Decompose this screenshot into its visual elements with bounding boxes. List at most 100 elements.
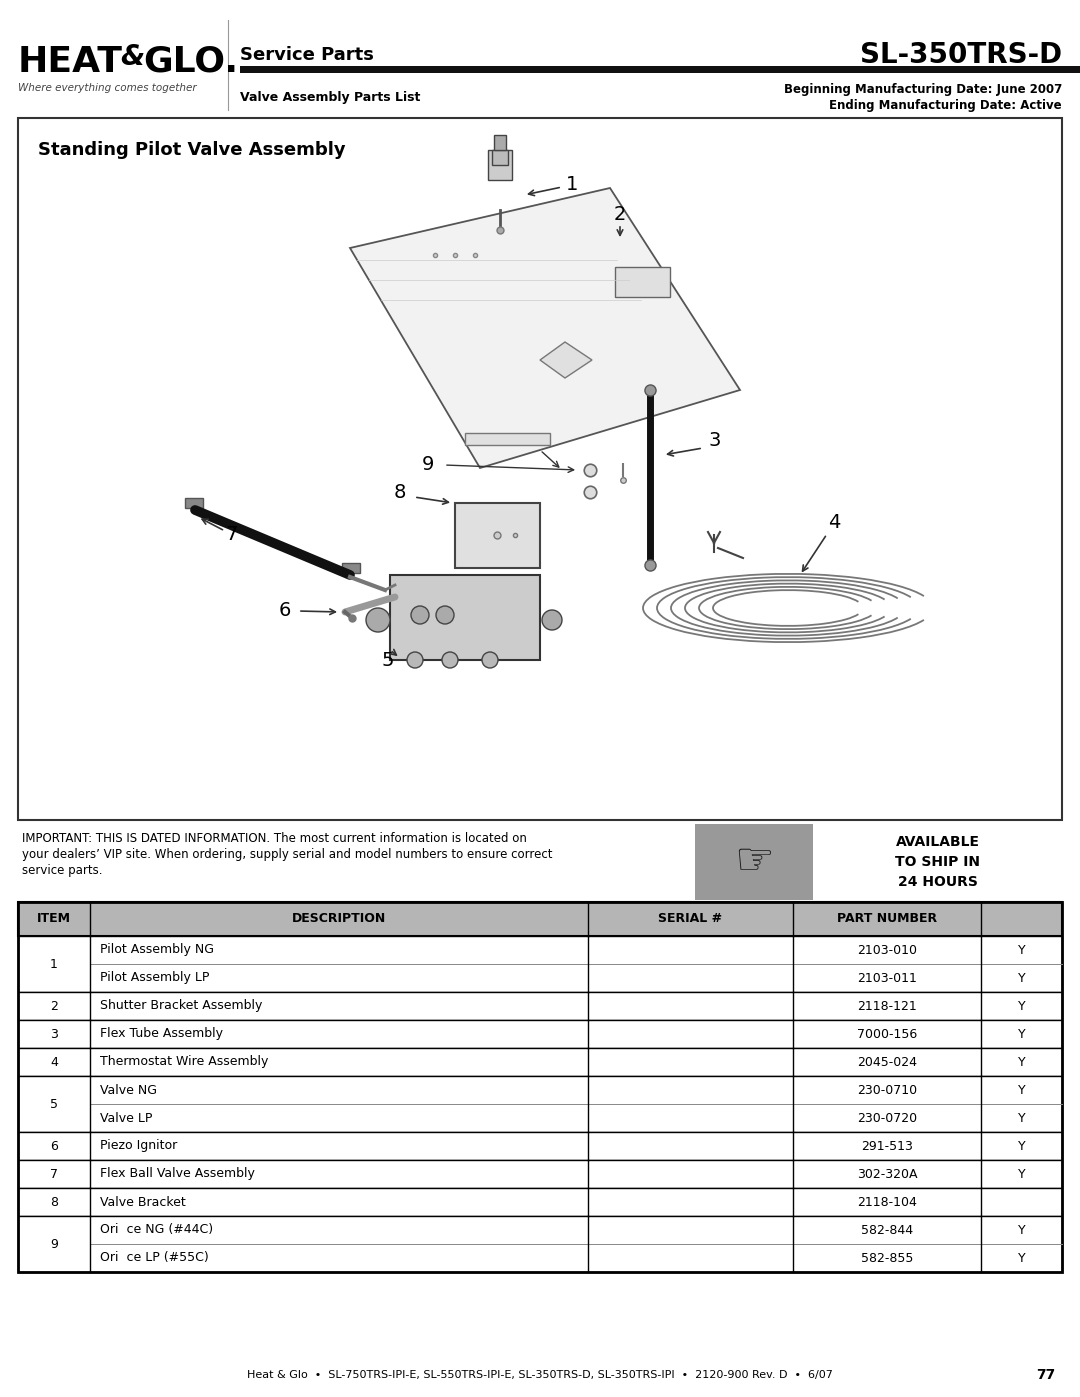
- Bar: [342, 563, 360, 573]
- Text: Heat & Glo  •  SL-750TRS-IPI-E, SL-550TRS-IPI-E, SL-350TRS-D, SL-350TRS-IPI  •  : Heat & Glo • SL-750TRS-IPI-E, SL-550TRS-…: [247, 1370, 833, 1380]
- Text: Y: Y: [1017, 1056, 1025, 1069]
- Bar: [18, 1187, 1062, 1215]
- Text: 2045-024: 2045-024: [858, 1056, 917, 1069]
- Text: 9: 9: [50, 1238, 58, 1250]
- Text: Ending Manufacturing Date: Active: Ending Manufacturing Date: Active: [829, 99, 1062, 113]
- Text: SL-350TRS-D: SL-350TRS-D: [860, 41, 1062, 68]
- Text: Y: Y: [1017, 1224, 1025, 1236]
- Bar: [18, 1160, 1062, 1187]
- Bar: [465, 433, 550, 446]
- Text: Y: Y: [1017, 999, 1025, 1013]
- Bar: [615, 267, 670, 298]
- Text: Y: Y: [1017, 1084, 1025, 1097]
- Text: Y: Y: [1017, 1140, 1025, 1153]
- Circle shape: [411, 606, 429, 624]
- Bar: [492, 149, 508, 165]
- Text: HEAT: HEAT: [18, 45, 123, 80]
- Bar: [494, 136, 507, 149]
- Text: Y: Y: [1017, 971, 1025, 985]
- Bar: [18, 1020, 1062, 1048]
- Text: 230-0720: 230-0720: [856, 1112, 917, 1125]
- Text: DESCRIPTION: DESCRIPTION: [292, 912, 387, 925]
- Text: 1: 1: [50, 957, 58, 971]
- Bar: [488, 149, 512, 180]
- Text: Y: Y: [1017, 1112, 1025, 1125]
- Text: 6: 6: [50, 1140, 58, 1153]
- Circle shape: [366, 608, 390, 631]
- Text: Valve NG: Valve NG: [100, 1084, 157, 1097]
- Bar: [18, 1215, 1062, 1273]
- Text: 4: 4: [50, 1056, 58, 1069]
- Text: your dealers’ VIP site. When ordering, supply serial and model numbers to ensure: your dealers’ VIP site. When ordering, s…: [22, 848, 553, 861]
- Circle shape: [436, 606, 454, 624]
- Text: Standing Pilot Valve Assembly: Standing Pilot Valve Assembly: [38, 141, 346, 159]
- Bar: [18, 117, 1062, 820]
- Text: SERIAL #: SERIAL #: [659, 912, 723, 925]
- Text: Y: Y: [1017, 1028, 1025, 1041]
- Text: 2118-104: 2118-104: [858, 1196, 917, 1208]
- Bar: [696, 824, 813, 900]
- Bar: [390, 576, 540, 659]
- Text: 7: 7: [50, 1168, 58, 1180]
- Text: 2103-010: 2103-010: [858, 943, 917, 957]
- Text: Beginning Manufacturing Date: June 2007: Beginning Manufacturing Date: June 2007: [784, 84, 1062, 96]
- Text: 2: 2: [50, 999, 58, 1013]
- Text: AVAILABLE
TO SHIP IN
24 HOURS: AVAILABLE TO SHIP IN 24 HOURS: [895, 835, 980, 888]
- Text: 8: 8: [50, 1196, 58, 1208]
- Text: Piezo Ignitor: Piezo Ignitor: [100, 1140, 177, 1153]
- Text: 5: 5: [381, 651, 394, 669]
- Bar: [18, 1160, 1062, 1187]
- Text: 230-0710: 230-0710: [856, 1084, 917, 1097]
- Circle shape: [407, 652, 423, 668]
- Text: 9: 9: [422, 455, 434, 475]
- Bar: [18, 902, 1062, 1273]
- Bar: [18, 1020, 1062, 1048]
- Text: Flex Ball Valve Assembly: Flex Ball Valve Assembly: [100, 1168, 255, 1180]
- Bar: [18, 1215, 1062, 1273]
- Circle shape: [482, 652, 498, 668]
- Bar: [18, 992, 1062, 1020]
- Text: Pilot Assembly LP: Pilot Assembly LP: [100, 971, 210, 985]
- Text: Y: Y: [1017, 1252, 1025, 1264]
- Text: Pilot Assembly NG: Pilot Assembly NG: [100, 943, 214, 957]
- Bar: [18, 902, 1062, 936]
- Text: Flex Tube Assembly: Flex Tube Assembly: [100, 1028, 222, 1041]
- Polygon shape: [540, 342, 592, 379]
- Text: 291-513: 291-513: [861, 1140, 913, 1153]
- Text: GLO.: GLO.: [143, 45, 238, 80]
- Text: Y: Y: [1017, 943, 1025, 957]
- Bar: [240, 66, 1080, 73]
- Text: 8: 8: [394, 483, 406, 503]
- Bar: [185, 497, 203, 509]
- Bar: [18, 1048, 1062, 1076]
- Text: IMPORTANT: THIS IS DATED INFORMATION. The most current information is located on: IMPORTANT: THIS IS DATED INFORMATION. Th…: [22, 833, 527, 845]
- Text: 3: 3: [50, 1028, 58, 1041]
- Bar: [18, 1048, 1062, 1076]
- Bar: [18, 1132, 1062, 1160]
- Text: 6: 6: [279, 601, 292, 619]
- Text: 2103-011: 2103-011: [858, 971, 917, 985]
- Text: Valve Bracket: Valve Bracket: [100, 1196, 186, 1208]
- Bar: [18, 1187, 1062, 1215]
- Text: Ori  ce NG (#44C): Ori ce NG (#44C): [100, 1224, 213, 1236]
- Text: Service Parts: Service Parts: [240, 46, 374, 64]
- Text: 2: 2: [613, 205, 626, 225]
- Text: 4: 4: [827, 514, 840, 532]
- Text: &: &: [120, 43, 145, 71]
- Text: Where everything comes together: Where everything comes together: [18, 82, 197, 94]
- Text: ITEM: ITEM: [37, 912, 71, 925]
- Circle shape: [542, 610, 562, 630]
- Bar: [18, 936, 1062, 992]
- Text: PART NUMBER: PART NUMBER: [837, 912, 937, 925]
- Text: 5: 5: [50, 1098, 58, 1111]
- Text: ☞: ☞: [734, 841, 774, 883]
- Bar: [18, 1076, 1062, 1132]
- Text: 2118-121: 2118-121: [858, 999, 917, 1013]
- Bar: [813, 824, 1062, 900]
- Text: 3: 3: [708, 430, 721, 450]
- Circle shape: [442, 652, 458, 668]
- Bar: [18, 902, 1062, 936]
- Text: Shutter Bracket Assembly: Shutter Bracket Assembly: [100, 999, 262, 1013]
- Bar: [18, 992, 1062, 1020]
- Text: Thermostat Wire Assembly: Thermostat Wire Assembly: [100, 1056, 268, 1069]
